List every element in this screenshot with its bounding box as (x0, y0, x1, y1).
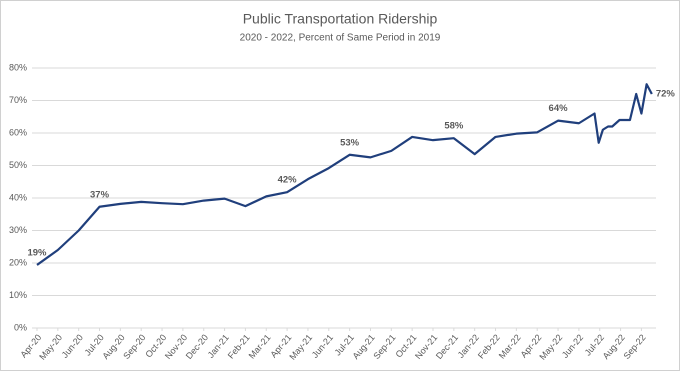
data-label: 37% (90, 189, 110, 200)
y-tick-label: 30% (9, 225, 27, 235)
data-label: 42% (278, 175, 298, 186)
y-tick-label: 60% (9, 127, 27, 137)
chart-subtitle: 2020 - 2022, Percent of Same Period in 2… (240, 33, 441, 44)
y-tick-label: 40% (9, 192, 27, 202)
y-tick-label: 70% (9, 95, 27, 105)
data-label: 64% (549, 103, 569, 114)
data-label: 72% (656, 89, 676, 100)
data-label: 19% (27, 247, 47, 258)
y-tick-label: 0% (14, 322, 27, 332)
data-label: 53% (340, 137, 360, 148)
data-label: 58% (444, 121, 464, 132)
data-line (36, 83, 653, 266)
y-tick-label: 20% (9, 257, 27, 267)
chart-title: Public Transportation Ridership (243, 11, 438, 27)
y-tick-label: 10% (9, 290, 27, 300)
y-tick-label: 80% (9, 62, 27, 72)
y-tick-label: 50% (9, 160, 27, 170)
